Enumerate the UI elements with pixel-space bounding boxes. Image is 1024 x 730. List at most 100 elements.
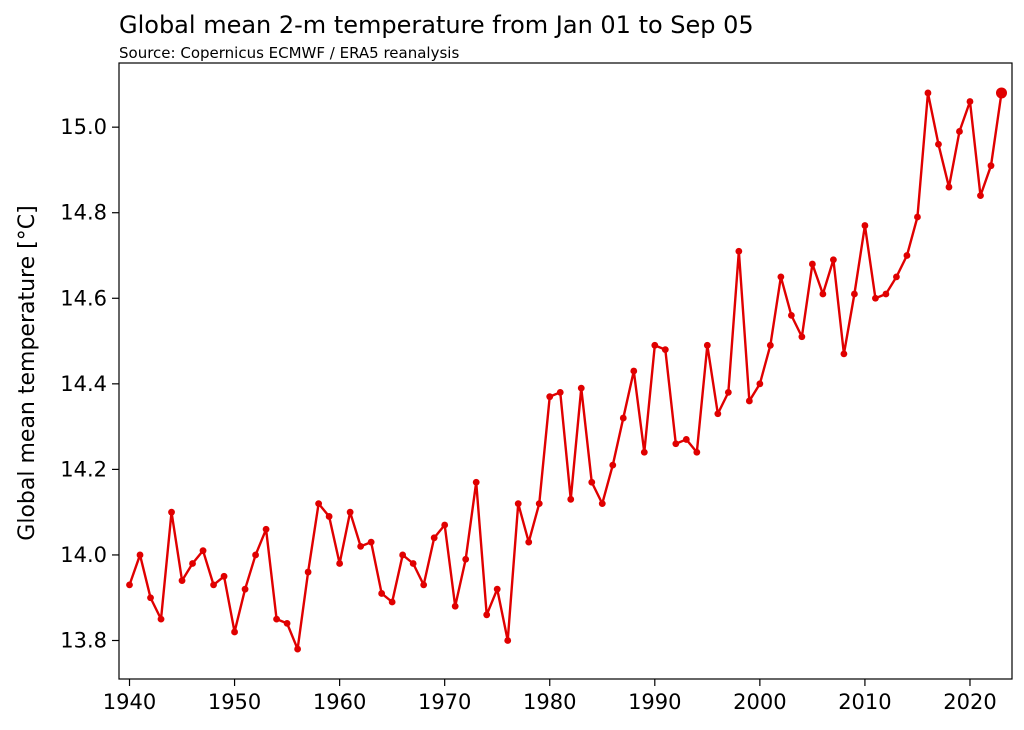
data-point — [231, 628, 238, 636]
data-point — [252, 551, 259, 559]
y-tick-label: 13.8 — [60, 629, 107, 653]
data-point — [987, 162, 995, 170]
data-point — [556, 388, 564, 396]
data-point — [157, 615, 165, 623]
data-point — [766, 341, 774, 349]
data-point — [147, 594, 154, 602]
data-point — [430, 534, 438, 542]
data-point — [210, 581, 217, 589]
data-point — [399, 551, 407, 559]
data-point — [126, 581, 133, 589]
data-point — [598, 500, 606, 508]
data-point — [682, 436, 690, 443]
x-tick-label: 2020 — [943, 690, 996, 714]
data-point — [630, 367, 638, 375]
data-point — [525, 538, 533, 546]
data-point — [514, 500, 522, 508]
data-point — [136, 551, 144, 559]
latest-data-point — [995, 87, 1007, 99]
data-point — [493, 585, 501, 593]
data-point — [577, 384, 585, 392]
data-point — [483, 611, 491, 619]
x-tick-label: 2010 — [838, 690, 891, 714]
data-point — [956, 128, 963, 135]
data-point — [651, 341, 659, 349]
data-point — [283, 619, 291, 627]
data-point — [504, 637, 512, 644]
data-point — [966, 98, 974, 105]
data-point — [851, 290, 858, 298]
data-point — [735, 247, 743, 255]
data-point — [220, 572, 228, 580]
chart-title: Global mean 2-m temperature from Jan 01 … — [119, 11, 754, 39]
temperature-series-line — [128, 91, 1003, 651]
data-point — [357, 542, 365, 550]
data-point — [914, 213, 921, 221]
data-point — [462, 555, 470, 563]
data-point — [168, 508, 175, 516]
data-point — [724, 388, 732, 396]
data-point — [840, 350, 848, 358]
data-point — [777, 273, 785, 281]
x-tick-label: 1950 — [208, 690, 261, 714]
data-point — [315, 500, 323, 508]
data-point — [830, 256, 837, 264]
data-point — [808, 260, 816, 268]
data-point — [745, 397, 753, 405]
data-point — [189, 560, 196, 567]
data-point — [924, 89, 932, 97]
y-tick-label: 14.0 — [60, 543, 107, 567]
x-tick-label: 1960 — [313, 690, 366, 714]
data-point — [609, 461, 617, 469]
data-point — [872, 294, 879, 302]
data-point — [273, 615, 280, 623]
data-point — [672, 440, 680, 448]
data-point — [693, 448, 701, 456]
x-tick-label: 1990 — [628, 690, 681, 714]
data-point — [619, 414, 627, 422]
y-tick-label: 14.6 — [60, 286, 107, 310]
data-point — [588, 478, 596, 486]
x-tick-label: 2000 — [733, 690, 786, 714]
x-tick-label: 1980 — [523, 690, 576, 714]
data-point — [325, 513, 333, 520]
data-point — [945, 183, 953, 191]
y-axis-label: Global mean temperature [°C] — [15, 205, 40, 540]
data-point — [546, 393, 554, 401]
data-point — [304, 568, 312, 576]
data-point — [882, 290, 890, 298]
chart-subtitle: Source: Copernicus ECMWF / ERA5 reanalys… — [119, 44, 459, 62]
data-point — [714, 410, 722, 418]
data-point — [378, 590, 386, 597]
y-tick-label: 14.4 — [60, 372, 107, 396]
data-point — [241, 585, 249, 593]
data-point — [420, 581, 428, 589]
y-tick-label: 14.2 — [60, 457, 107, 481]
data-point — [798, 333, 806, 341]
data-point — [367, 538, 375, 546]
data-point — [661, 346, 669, 354]
data-point — [294, 645, 301, 653]
data-point — [451, 602, 459, 610]
x-tick-label: 1970 — [418, 690, 471, 714]
data-point — [409, 560, 417, 567]
x-tick-label: 1940 — [103, 690, 156, 714]
data-point — [535, 500, 543, 508]
data-point — [819, 290, 827, 298]
data-point — [346, 508, 354, 516]
data-point — [441, 521, 449, 529]
y-tick-label: 14.8 — [60, 201, 107, 225]
data-point — [178, 577, 186, 585]
data-point — [787, 311, 795, 319]
data-point — [388, 598, 396, 606]
plot-frame — [118, 62, 1013, 680]
y-tick-label: 15.0 — [60, 115, 107, 139]
data-point — [472, 478, 480, 486]
data-point — [199, 547, 207, 555]
data-point — [262, 525, 270, 533]
data-point — [935, 140, 942, 148]
data-point — [703, 341, 711, 349]
data-point — [903, 252, 911, 259]
data-point — [567, 495, 575, 503]
